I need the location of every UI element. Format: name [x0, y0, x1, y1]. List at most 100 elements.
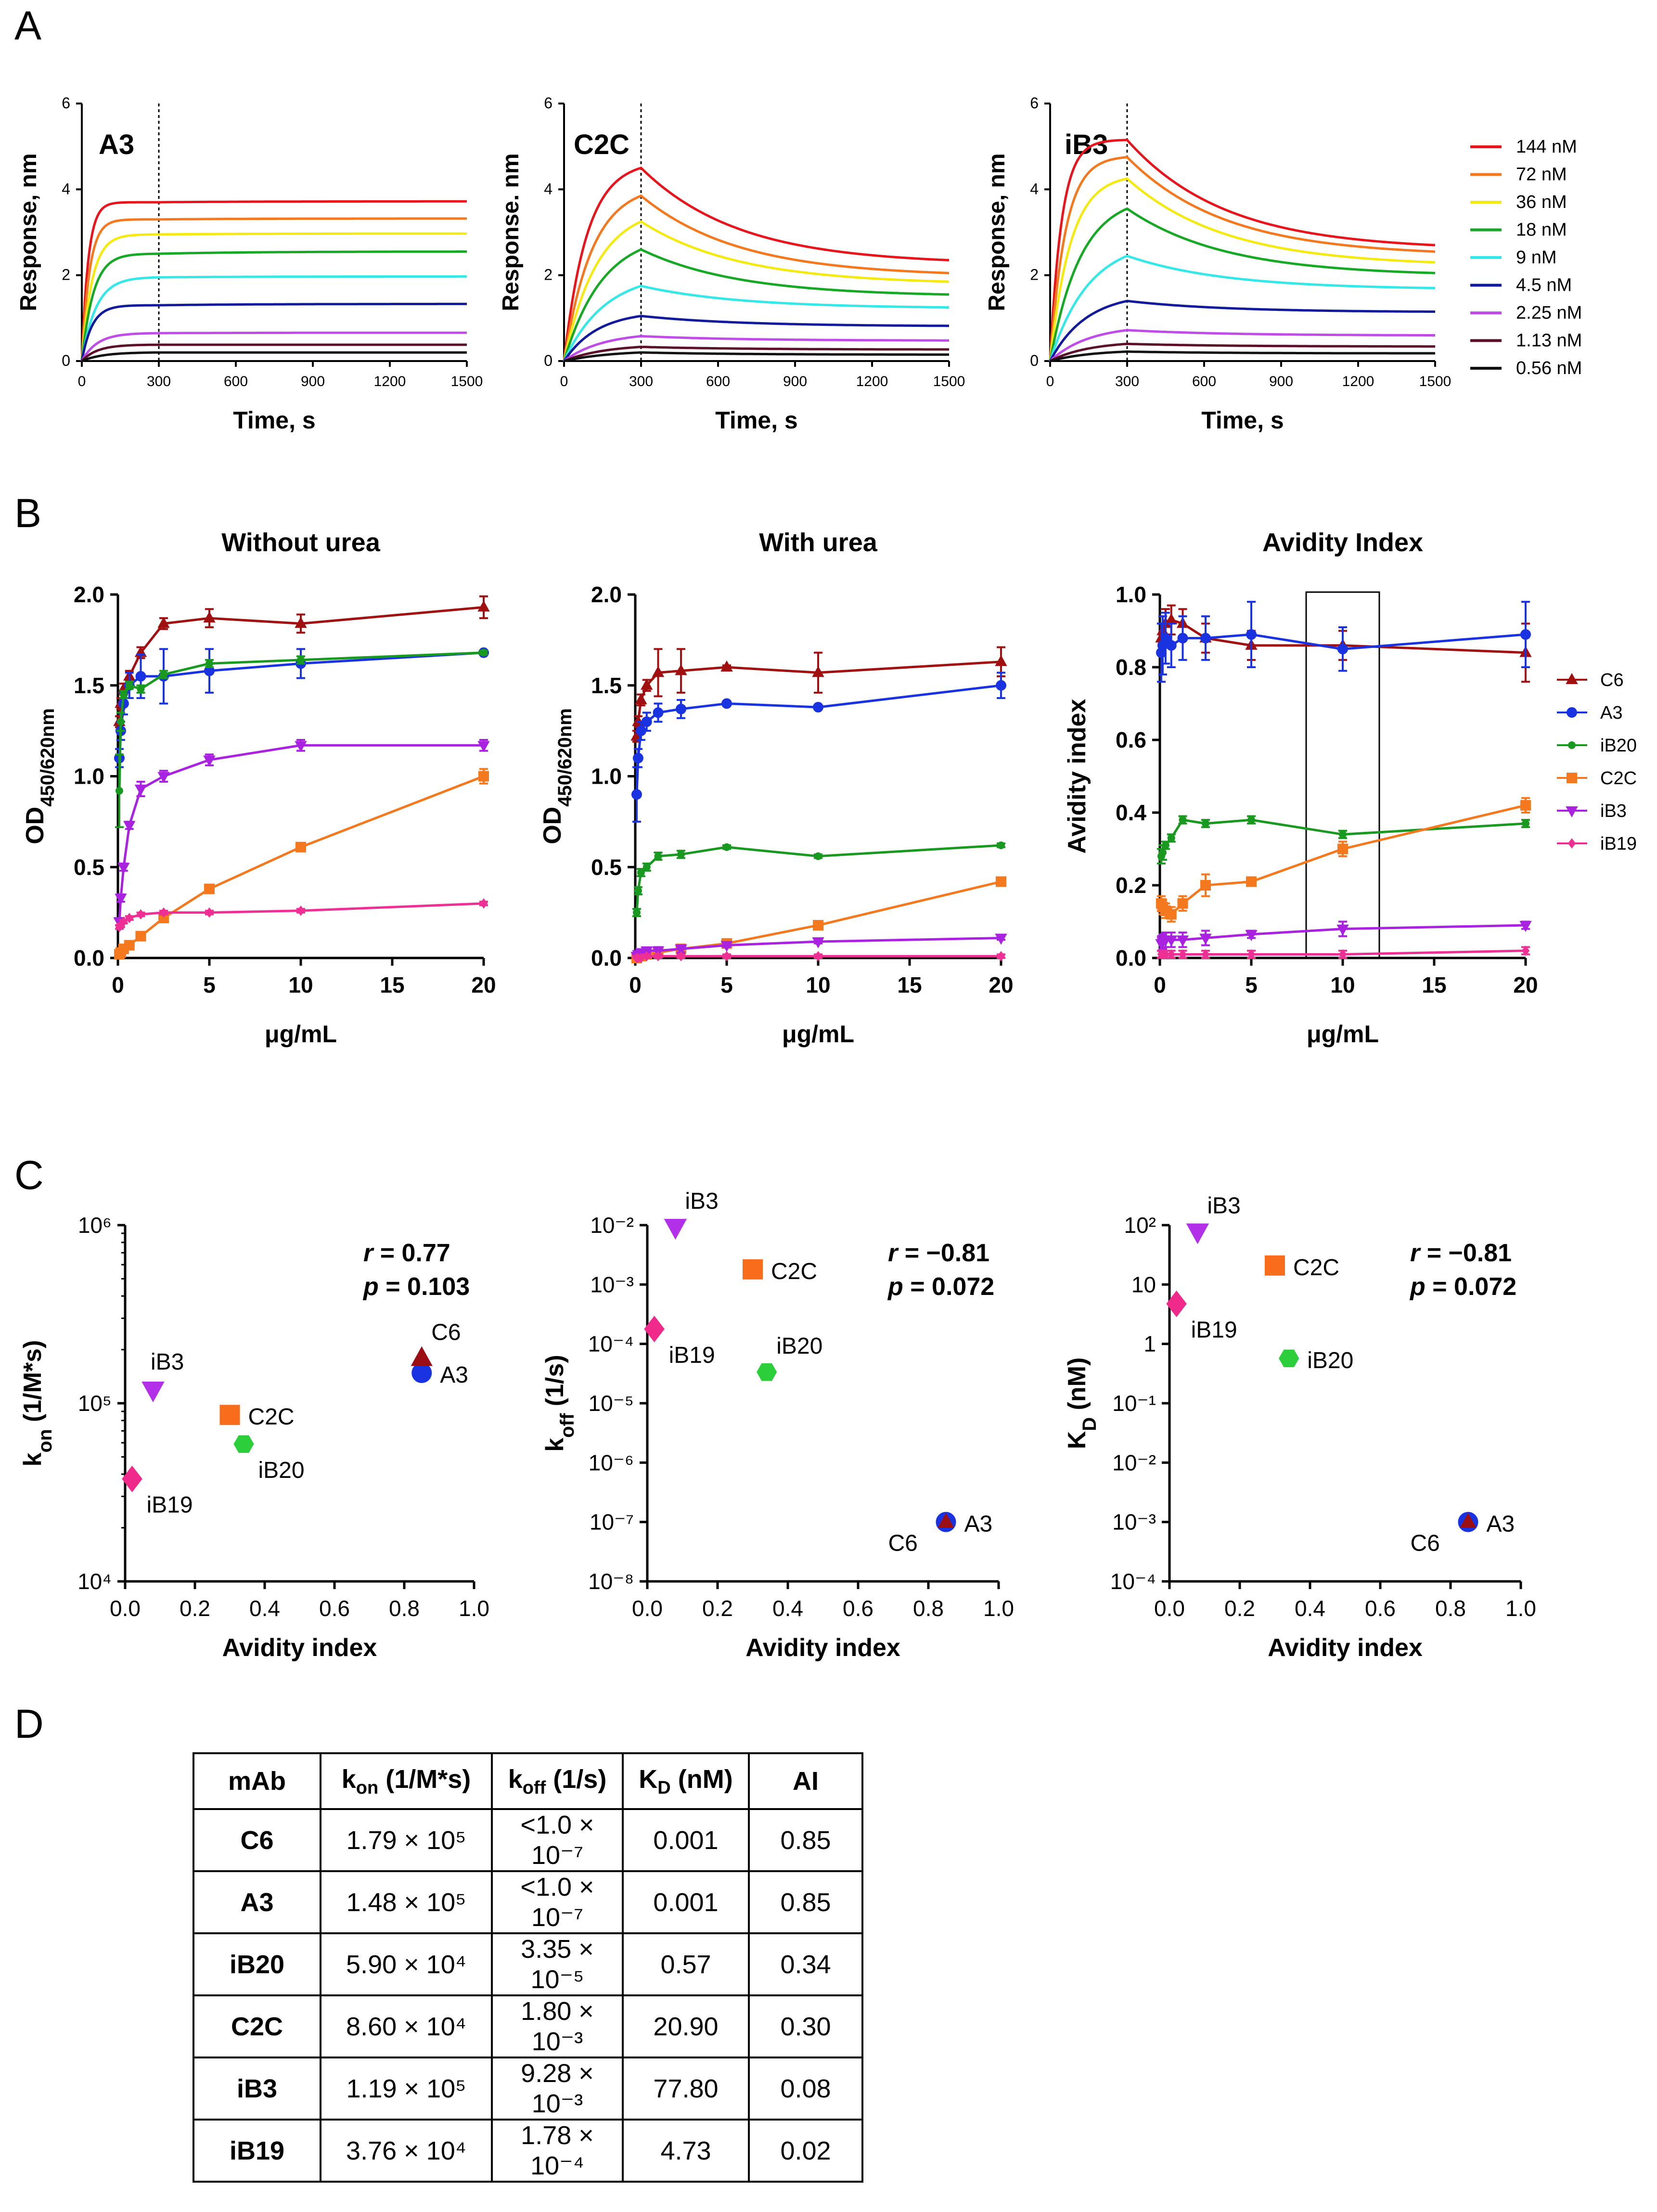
y-tick-label: 10⁻⁷ [590, 1510, 634, 1535]
x-tick-label: 1500 [451, 374, 483, 389]
data-point-iB19 [642, 951, 651, 961]
concentration-legend: 144 nM 72 nM 36 nM 18 nM 9 nM 4.5 nM 2.25 nM 1.… [1470, 137, 1582, 378]
data-point-C6 [203, 611, 216, 623]
data-point-iB3 [203, 755, 216, 767]
sensorgram-A3: 0 2 4 6 0 300 600 900 1200 1500 Time, s Response, n… [16, 94, 483, 434]
series-iB20 [632, 841, 1005, 918]
scatter-label-C2C: C2C [771, 1259, 817, 1284]
sensorgram-curve-72 nM [80, 217, 467, 362]
y-tick-label: 10⁻⁶ [589, 1450, 634, 1475]
data-point-iB20 [119, 690, 128, 699]
legend-label: 72 nM [1516, 165, 1567, 185]
data-point-iB20 [1167, 834, 1175, 842]
x-tick-label: 900 [301, 374, 325, 389]
y-tick-label: 6 [62, 94, 70, 112]
y-tick-label: 1.0 [74, 764, 104, 789]
scatter-point-iB20 [757, 1363, 777, 1381]
y-tick-label: 10⁻¹ [1112, 1391, 1156, 1416]
y-axis-label-rest: (1/M*s) [19, 1340, 47, 1429]
scatter-label-A3: A3 [964, 1512, 993, 1537]
data-point-C6 [652, 666, 665, 677]
x-tick-label: 1.0 [459, 1596, 489, 1621]
scatter-label-iB19: iB19 [1191, 1317, 1237, 1343]
series-iB3 [1155, 920, 1532, 952]
y-axis-label-sub: 450/620nm [37, 708, 58, 807]
stat-p-symbol: p [887, 1273, 903, 1301]
cell-koff: <1.0 × 10⁻⁷ [491, 1808, 624, 1872]
x-tick-label: 0.4 [1295, 1596, 1325, 1621]
y-tick-label: 0.8 [1116, 655, 1146, 680]
data-point-A3 [1177, 633, 1188, 644]
cell-kd: 0.001 [622, 1808, 750, 1872]
cell-mab: C6 [193, 1808, 321, 1872]
header-kd-rest: (nM) [670, 1764, 733, 1794]
sensorgram-curve-18 nM [1049, 207, 1436, 362]
x-tick-label: 0.8 [913, 1596, 944, 1621]
x-tick-label: 0.0 [632, 1596, 663, 1621]
data-point-iB3 [117, 863, 130, 874]
header-kon-rest: (1/M*s) [378, 1764, 471, 1794]
y-axis-label: Avidity index [1063, 699, 1091, 854]
data-point-iB20 [125, 681, 133, 689]
data-point-iB3 [812, 937, 824, 949]
y-tick-label: 10⁻⁴ [1110, 1569, 1156, 1594]
data-point-C6 [157, 617, 170, 628]
header-kon: kon (1/M*s) [320, 1752, 493, 1810]
sensorgram-curve-9 nM [563, 285, 949, 362]
chart-title: With urea [759, 528, 877, 557]
data-point-A3 [632, 752, 643, 763]
data-point-iB19 [1161, 949, 1170, 960]
sensorgram-curve-4.5 nM [1049, 299, 1436, 362]
cell-koff: 3.35 × 10⁻⁵ [491, 1932, 624, 1996]
x-tick-label: 0.0 [1154, 1596, 1185, 1621]
x-tick-label: 0.8 [1435, 1596, 1466, 1621]
data-point-iB19 [654, 951, 662, 961]
header-kd-sub: D [657, 1777, 671, 1798]
scatter-point-C6 [411, 1346, 433, 1366]
x-tick-label: 0.4 [772, 1596, 803, 1621]
y-tick-label: 10⁶ [78, 1213, 112, 1238]
y-tick-label: 10⁻⁵ [588, 1391, 634, 1416]
y-tick-label: 10⁻³ [590, 1272, 634, 1297]
scatter-label-C6: C6 [888, 1531, 918, 1556]
series-A3 [1156, 601, 1531, 683]
series-C2C [1156, 797, 1531, 923]
cell-ai: 0.85 [748, 1808, 863, 1872]
y-axis-label-sub: 450/620nm [554, 708, 576, 807]
data-point-iB3 [1199, 933, 1212, 945]
y-tick-label: 1.5 [74, 673, 104, 698]
data-point-A3 [653, 707, 664, 718]
data-point-A3 [1246, 629, 1257, 640]
sensorgram-curve-0.56 nM [564, 351, 949, 362]
data-point-C6 [812, 666, 824, 677]
data-point-iB20 [677, 850, 685, 858]
sensorgram-curve-0.56 nM [1050, 350, 1436, 362]
y-tick-label: 2.0 [591, 582, 622, 607]
data-point-A3 [631, 789, 642, 800]
data-point-iB19 [137, 909, 145, 920]
x-tick-label: 10 [288, 972, 313, 997]
cell-ai: 0.02 [748, 2119, 863, 2183]
data-point-iB20 [116, 718, 125, 726]
scatter-label-A3: A3 [440, 1362, 468, 1388]
data-point-A3 [1337, 644, 1348, 655]
y-tick-label: 2 [544, 266, 552, 284]
y-tick-label: 1.0 [1116, 582, 1146, 607]
x-tick-label: 0 [112, 972, 124, 997]
series-line-A3 [635, 684, 1002, 795]
series-iB19 [1156, 945, 1530, 960]
scatter-label-iB3: iB3 [1207, 1193, 1240, 1218]
data-point-iB19 [1179, 949, 1187, 960]
data-point-C6 [1165, 613, 1178, 624]
y-tick-label: 0 [544, 352, 552, 369]
data-point-C2C [135, 931, 146, 942]
series-C2C [114, 768, 489, 960]
cell-mab: C2C [193, 1994, 321, 2058]
stat-p-symbol: p [1409, 1273, 1426, 1301]
data-point-iB3 [720, 941, 733, 952]
legend-label: 0.56 nM [1516, 358, 1582, 378]
x-tick-label: 600 [224, 374, 248, 389]
data-point-iB20 [1202, 819, 1209, 828]
